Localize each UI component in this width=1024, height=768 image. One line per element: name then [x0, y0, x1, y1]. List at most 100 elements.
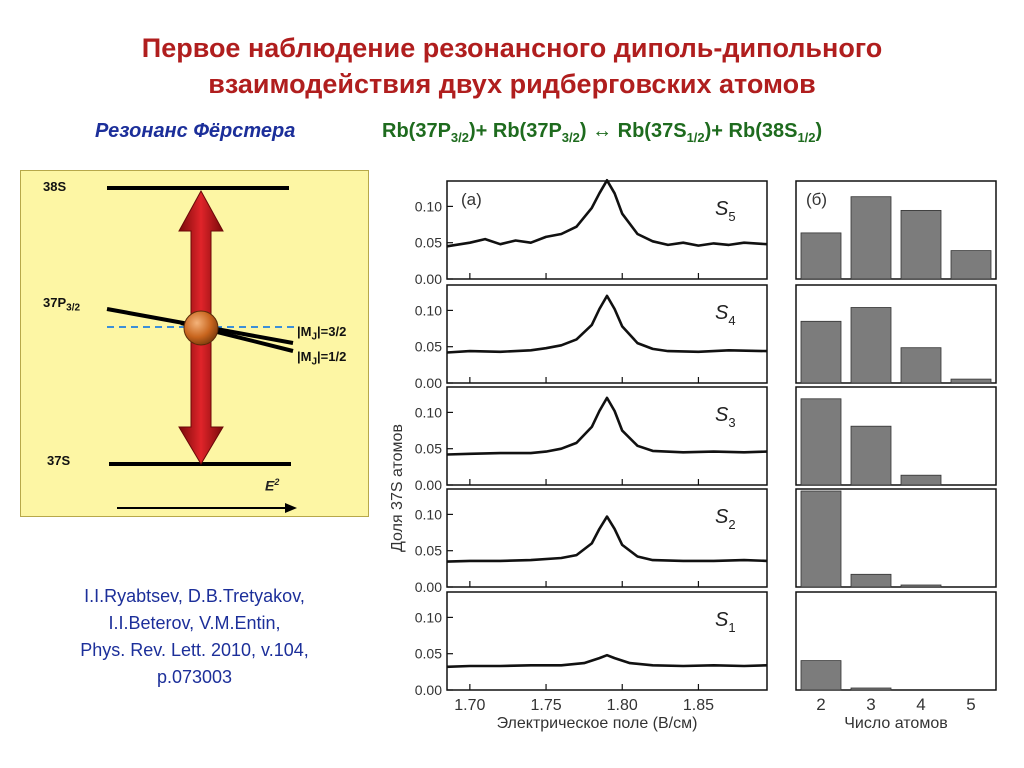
citation-line: I.I.Beterov, V.M.Entin,: [108, 613, 281, 633]
x-tick-label: 1.75: [530, 697, 561, 714]
y-tick-label: 0.00: [415, 375, 442, 391]
series-label-s2: S2: [715, 506, 736, 532]
x-axis-title: Электрическое поле (В/см): [497, 715, 698, 732]
bar-panel-frame: [795, 488, 997, 588]
line-panel-frame: [446, 591, 768, 691]
bar-s3-2: [800, 398, 842, 486]
series-line-s1: [446, 653, 768, 669]
citation-line: Phys. Rev. Lett. 2010, v.104,: [80, 640, 309, 660]
line-panel-frame: [446, 386, 768, 486]
citation: I.I.Ryabtsev, D.B.Tretyakov, I.I.Beterov…: [20, 583, 369, 691]
bar-panel-frame: [795, 284, 997, 384]
field-text: E: [265, 477, 275, 494]
series-label-base: S: [715, 506, 729, 528]
title-line-2: взаимодействия двух ридберговских атомов: [208, 69, 816, 99]
level-37p-text: 37P: [43, 295, 67, 310]
panel-label-b: (б): [806, 190, 827, 209]
bar-x-axis-title: Число атомов: [844, 715, 947, 732]
bar-s5-2: [800, 232, 842, 280]
series-label-base: S: [715, 302, 729, 324]
citation-line: p.073003: [156, 667, 233, 687]
bar-s2-2: [800, 490, 842, 588]
series-label-sub: 2: [728, 517, 735, 532]
mj-text: |=3/2: [317, 324, 347, 339]
bar-s5-5: [950, 250, 992, 280]
bar-category-label: 4: [916, 695, 925, 714]
bar-category-label: 5: [966, 695, 975, 714]
citation-line: I.I.Ryabtsev, D.B.Tretyakov,: [84, 586, 305, 606]
field-sup: 2: [274, 477, 280, 487]
bar-s4-2: [800, 320, 842, 384]
series-label-base: S: [715, 198, 729, 220]
reaction-sub: 1/2: [797, 130, 816, 145]
y-tick-label: 0.00: [415, 271, 442, 287]
y-tick-label: 0.05: [415, 646, 442, 662]
series-label-base: S: [715, 404, 729, 426]
slide-title: Первое наблюдение резонансного диполь-ди…: [0, 30, 1024, 102]
series-label-sub: 3: [728, 415, 735, 430]
bar-s2-3: [850, 573, 892, 588]
reaction-part: ): [815, 120, 823, 142]
double-arrow-icon: ↔: [592, 120, 613, 142]
energy-level-diagram: 38S 37P3/2 37S |MJ|=3/2 |MJ|=1/2 E2: [20, 170, 369, 517]
mj-text: |M: [297, 324, 312, 339]
reaction-sub: 1/2: [686, 130, 705, 145]
level-37p-sub: 3/2: [66, 302, 81, 314]
title-line-1: Первое наблюдение резонансного диполь-ди…: [141, 33, 883, 63]
reaction-part: ): [579, 120, 593, 142]
level-37s-label: 37S: [47, 453, 71, 468]
bar-s2-4: [900, 584, 942, 588]
mj-sub: J: [311, 356, 318, 368]
line-panel-frame: [446, 284, 768, 384]
y-tick-label: 0.10: [415, 609, 442, 625]
bar-s5-3: [850, 196, 892, 280]
reaction-part: Rb(37S: [612, 120, 687, 142]
bar-s3-3: [850, 425, 892, 486]
reaction-sub: 3/2: [450, 130, 469, 145]
bar-s4-3: [850, 307, 892, 384]
series-line-s5: [446, 179, 768, 248]
level-38s-label: 38S: [43, 179, 67, 194]
y-tick-label: 0.10: [415, 506, 442, 522]
bar-s3-4: [900, 474, 942, 486]
series-label-sub: 1: [728, 620, 735, 635]
field-axis-arrowhead-icon: [285, 503, 297, 513]
series-label-s4: S4: [715, 302, 736, 328]
bar-panel-frame: [795, 591, 997, 691]
bar-panel-frame: [795, 180, 997, 280]
x-tick-label: 1.70: [454, 697, 485, 714]
reaction-part: )+ Rb(38S: [704, 120, 798, 142]
series-label-sub: 5: [728, 209, 735, 224]
series-line-s3: [446, 396, 768, 456]
y-tick-label: 0.05: [415, 441, 442, 457]
reaction-part: Rb(37P: [382, 120, 451, 142]
y-tick-label: 0.05: [415, 339, 442, 355]
series-label-s3: S3: [715, 404, 736, 430]
series-label-s1: S1: [715, 609, 736, 635]
series-label-sub: 4: [728, 313, 735, 328]
series-line-s2: [446, 515, 768, 563]
y-tick-label: 0.00: [415, 682, 442, 698]
level-37p-label: 37P3/2: [43, 295, 80, 314]
bar-category-label: 2: [816, 695, 825, 714]
atom-icon: [183, 310, 219, 346]
bar-panel-frame: [795, 386, 997, 486]
x-tick-label: 1.80: [607, 697, 638, 714]
mj-text: |M: [297, 349, 312, 364]
bar-s1-3: [850, 687, 892, 691]
mj-sub: J: [311, 331, 318, 343]
line-panel-frame: [446, 488, 768, 588]
bar-s1-2: [800, 660, 842, 691]
panel-label-a: (а): [461, 190, 482, 209]
bar-category-label: 3: [866, 695, 875, 714]
y-axis-title: Доля 37S атомов: [389, 424, 406, 552]
y-tick-label: 0.10: [415, 198, 442, 214]
series-line-s4: [446, 294, 768, 354]
mj-1-2-label: |MJ|=1/2: [297, 349, 346, 368]
forster-resonance-label: Резонанс Фёрстера: [95, 120, 296, 142]
bar-s4-5: [950, 378, 992, 384]
mj-3-2-label: |MJ|=3/2: [297, 324, 346, 343]
y-tick-label: 0.00: [415, 477, 442, 493]
reaction-formula: Rb(37P3/2)+ Rb(37P3/2) ↔ Rb(37S1/2)+ Rb(…: [382, 120, 822, 145]
